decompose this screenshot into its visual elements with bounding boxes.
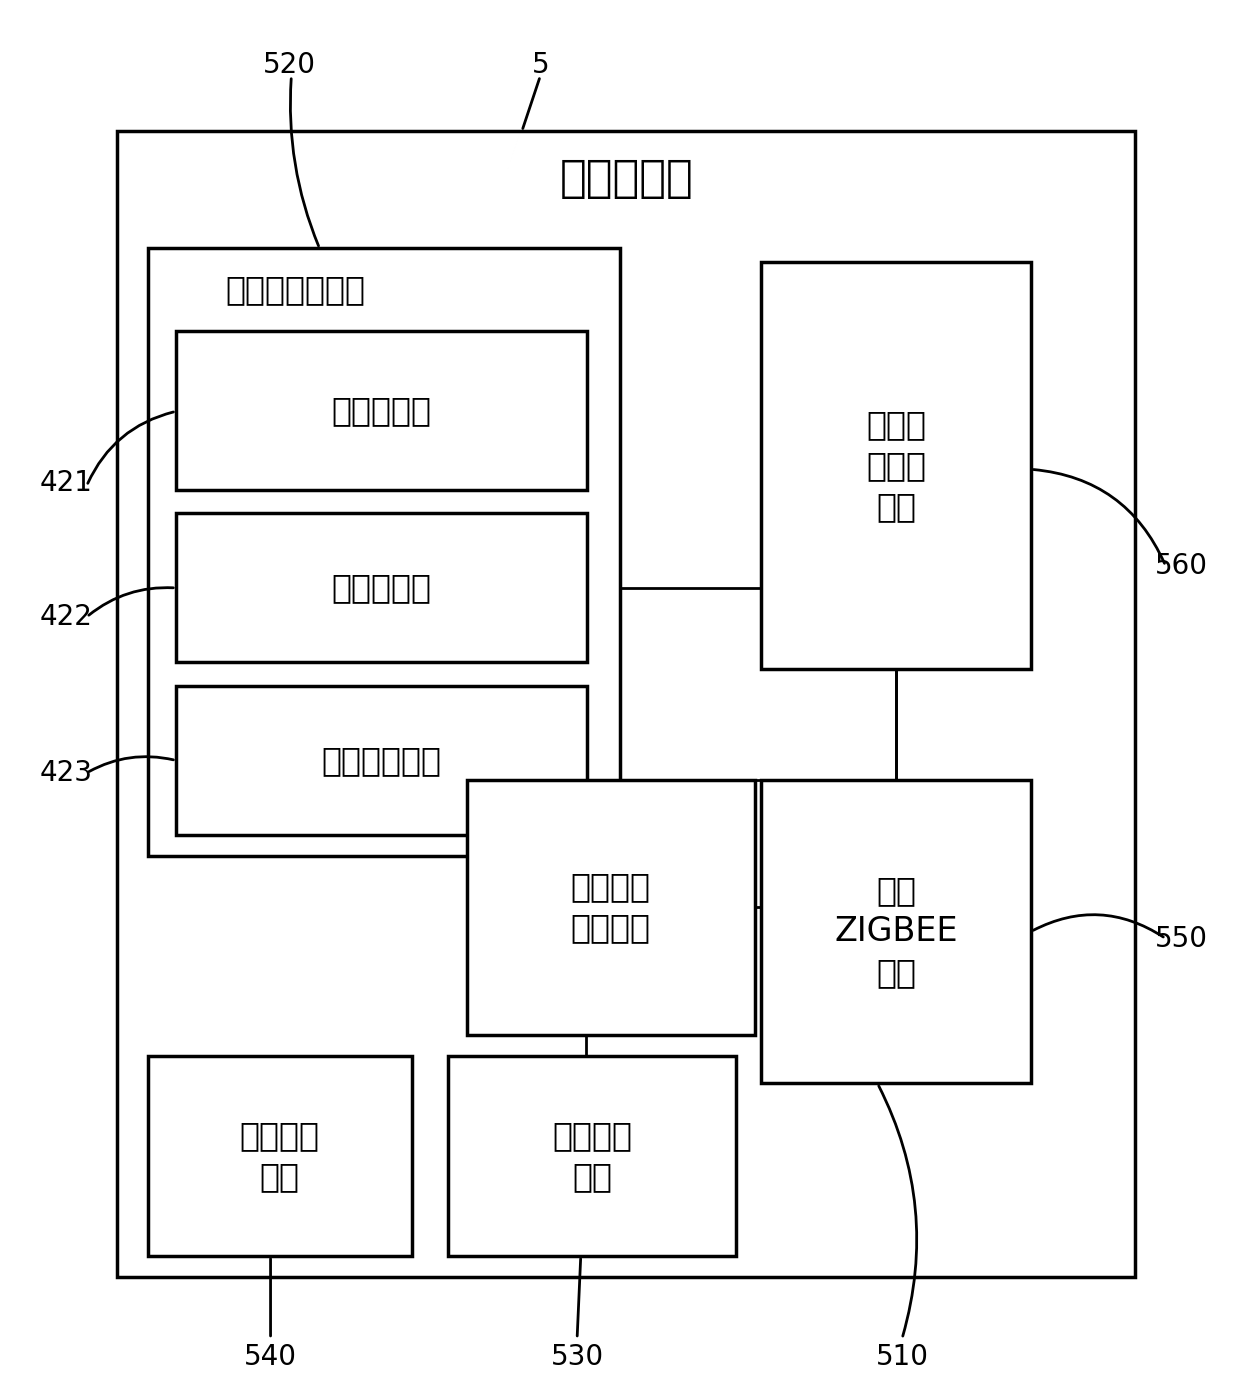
Text: 550: 550 [1154, 924, 1208, 952]
Text: 第二存储
模块: 第二存储 模块 [552, 1119, 632, 1193]
Bar [148, 248, 620, 856]
Text: 422: 422 [40, 604, 92, 631]
Text: 温度传感器: 温度传感器 [331, 395, 432, 427]
Text: 540: 540 [244, 1342, 298, 1370]
Text: 510: 510 [875, 1342, 929, 1370]
Bar [176, 513, 587, 662]
Bar [176, 332, 587, 489]
Text: 核辐射传感器: 核辐射传感器 [321, 744, 441, 776]
Bar [761, 779, 1030, 1083]
Bar [761, 262, 1030, 669]
Bar [176, 686, 587, 835]
Bar [449, 1055, 737, 1256]
Text: 421: 421 [40, 470, 92, 498]
Text: 560: 560 [1154, 552, 1208, 580]
Text: 第二模
数转换
模块: 第二模 数转换 模块 [866, 408, 926, 523]
Text: 423: 423 [40, 758, 92, 786]
Bar [466, 779, 755, 1036]
Text: 520: 520 [263, 52, 315, 79]
Text: 第二电源
模块: 第二电源 模块 [239, 1119, 320, 1193]
Text: 第二
ZIGBEE
模块: 第二 ZIGBEE 模块 [835, 874, 957, 988]
Text: 第二微处
理器模块: 第二微处 理器模块 [570, 871, 651, 944]
Bar [148, 1055, 412, 1256]
Text: 第二传感器模块: 第二传感器模块 [226, 273, 365, 307]
Text: 5: 5 [532, 52, 549, 79]
Text: 非信标节点: 非信标节点 [559, 156, 693, 199]
Bar [118, 131, 1135, 1277]
Text: 530: 530 [551, 1342, 604, 1370]
Text: 湿度传感器: 湿度传感器 [331, 572, 432, 605]
